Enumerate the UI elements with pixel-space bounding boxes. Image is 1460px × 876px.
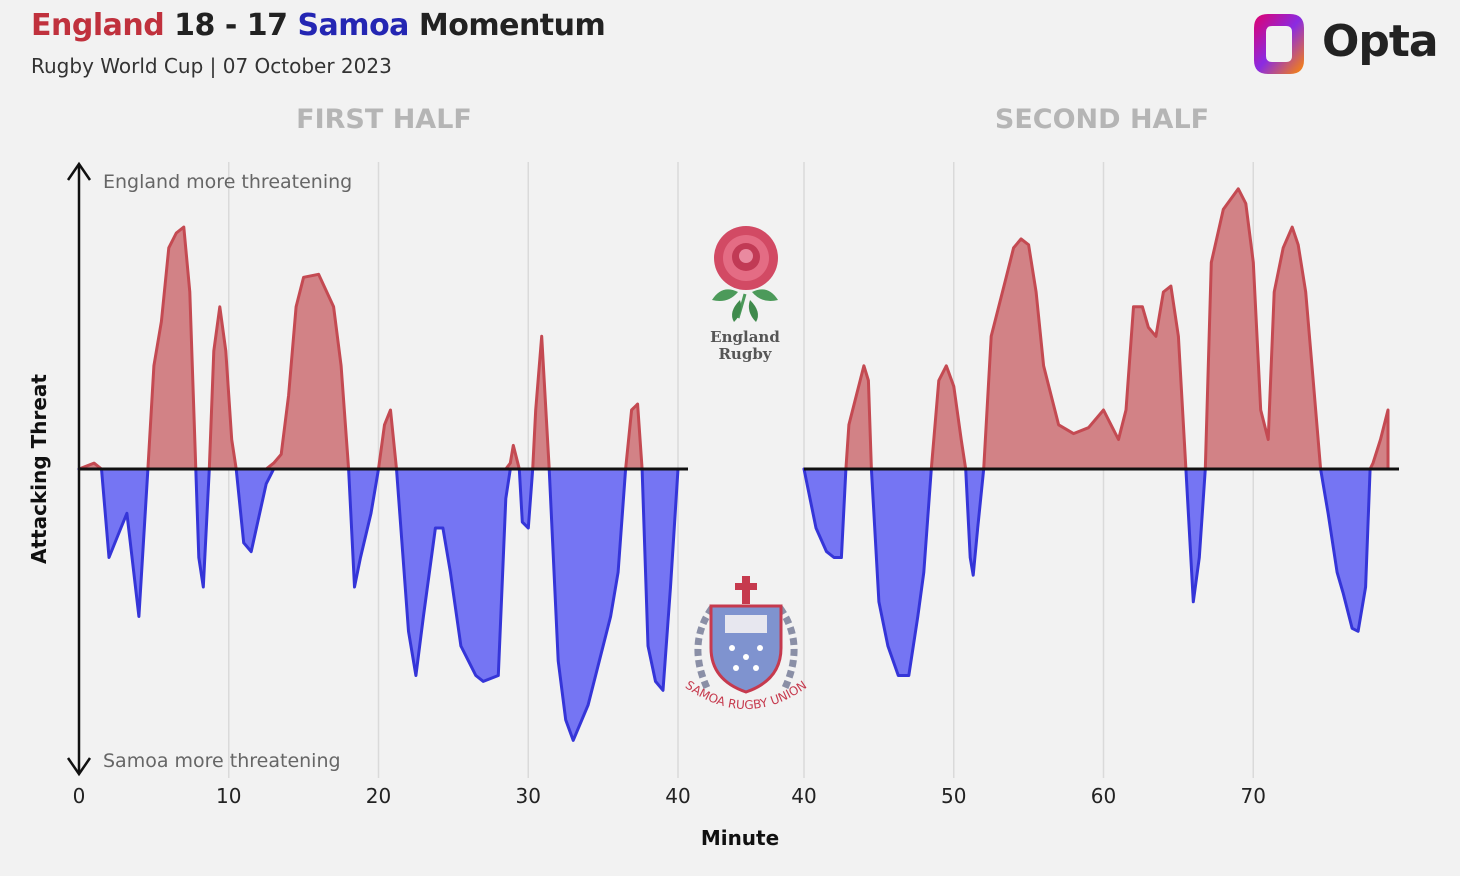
stars-icon xyxy=(729,645,763,671)
arrow-up-icon xyxy=(66,161,92,181)
first-half-x-ticks: 0 10 20 30 40 xyxy=(73,784,691,808)
x-tick-label: 50 xyxy=(941,784,966,808)
england-rugby-emblem: England Rugby xyxy=(710,226,780,363)
x-tick-label: 70 xyxy=(1241,784,1266,808)
cross-icon xyxy=(735,576,757,604)
x-tick-label: 0 xyxy=(73,784,86,808)
first-half-panel: FIRST HALF 0 10 20 30 40 xyxy=(73,104,691,808)
chart-title: England 18 - 17 Samoa Momentum xyxy=(31,8,606,43)
x-tick-label: 40 xyxy=(791,784,816,808)
x-axis-title: Minute xyxy=(701,826,779,850)
x-tick-label: 20 xyxy=(366,784,391,808)
palm-panel-icon xyxy=(725,615,767,633)
first-half-label: FIRST HALF xyxy=(296,104,472,135)
england-threat-annotation: England more threatening xyxy=(103,171,352,193)
second-half-england-area xyxy=(802,187,1390,471)
england-emblem-line2: Rugby xyxy=(718,345,772,363)
x-tick-label: 30 xyxy=(516,784,541,808)
y-axis-title: Attacking Threat xyxy=(27,374,51,564)
y-axis-arrow xyxy=(66,161,92,777)
home-team-name: England xyxy=(31,8,165,43)
samoa-rugby-emblem: SAMOA RUGBY UNION xyxy=(683,576,809,712)
second-half-label: SECOND HALF xyxy=(995,104,1209,135)
x-tick-label: 40 xyxy=(665,784,690,808)
rose-icon xyxy=(712,226,778,322)
second-half-samoa-area xyxy=(802,467,1390,677)
opta-mark-icon xyxy=(1254,14,1304,74)
england-emblem-line1: England xyxy=(710,328,780,346)
title-suffix: Momentum xyxy=(418,8,606,43)
samoa-threat-annotation: Samoa more threatening xyxy=(103,750,341,772)
opta-logo: Opta xyxy=(1246,8,1439,80)
opta-brand-text: Opta xyxy=(1322,16,1439,67)
away-team-name: Samoa xyxy=(297,8,409,43)
score-separator: - xyxy=(224,8,237,43)
x-tick-label: 60 xyxy=(1091,784,1116,808)
chart-subtitle: Rugby World Cup | 07 October 2023 xyxy=(31,54,392,78)
away-score: 17 xyxy=(246,8,288,43)
home-score: 18 xyxy=(174,8,215,43)
second-half-x-ticks: 40 50 60 70 xyxy=(791,784,1266,808)
second-half-panel: SECOND HALF 40 50 60 70 xyxy=(791,104,1399,808)
arrow-down-icon xyxy=(66,757,92,777)
x-tick-label: 10 xyxy=(216,784,241,808)
